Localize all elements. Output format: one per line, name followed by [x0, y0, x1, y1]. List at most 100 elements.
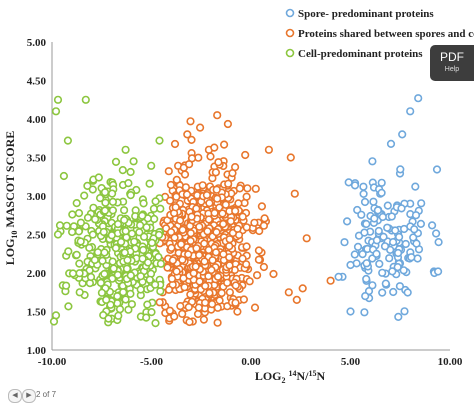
- data-point: [212, 228, 221, 237]
- data-point: [397, 204, 406, 213]
- data-point: [213, 111, 222, 120]
- legend-label: Spore- predominant proteins: [298, 8, 434, 20]
- data-point: [389, 287, 398, 297]
- data-point: [231, 298, 240, 307]
- data-point: [147, 238, 157, 247]
- data-point: [123, 256, 132, 265]
- data-point: [147, 161, 156, 170]
- data-point: [74, 209, 84, 218]
- data-point: [139, 199, 148, 208]
- y-tick-label: 5.00: [27, 37, 47, 49]
- data-point: [100, 206, 110, 215]
- data-point: [187, 212, 196, 221]
- data-point: [412, 239, 421, 248]
- data-point: [428, 221, 437, 230]
- y-axis-title: LOG10 MASCOT SCORE: [3, 131, 19, 265]
- data-point: [377, 178, 386, 187]
- data-point: [259, 221, 269, 230]
- data-point: [126, 191, 135, 200]
- data-point: [81, 95, 90, 104]
- help-label[interactable]: Help: [444, 66, 460, 73]
- data-point: [269, 269, 278, 279]
- data-point: [344, 178, 353, 187]
- data-point: [151, 197, 160, 206]
- data-point: [172, 267, 181, 276]
- data-point: [94, 173, 103, 182]
- data-point: [165, 306, 174, 315]
- data-point: [140, 232, 149, 241]
- next-page-icon[interactable]: ▶: [22, 389, 36, 403]
- data-point: [129, 157, 138, 166]
- data-point: [186, 290, 195, 299]
- data-point: [53, 95, 63, 104]
- data-point: [172, 175, 181, 184]
- data-point: [166, 196, 175, 205]
- y-tick-label: 2.00: [27, 268, 47, 280]
- data-point: [59, 171, 69, 181]
- data-point: [51, 107, 61, 116]
- y-tick-label: 4.00: [27, 114, 47, 126]
- data-point: [83, 181, 92, 190]
- x-tick-label: -10.00: [38, 356, 67, 368]
- prev-page-icon[interactable]: ◀: [8, 389, 22, 403]
- data-point: [378, 288, 387, 297]
- data-point: [199, 315, 208, 324]
- data-point: [233, 224, 242, 233]
- data-point: [138, 211, 147, 220]
- data-point: [360, 197, 370, 207]
- y-tick-label: 1.50: [27, 307, 47, 319]
- data-point: [99, 227, 108, 237]
- data-point: [167, 228, 176, 237]
- data-point: [176, 216, 185, 225]
- data-point: [238, 254, 247, 263]
- data-point: [255, 226, 264, 236]
- legend-label: Cell-predominant proteins: [298, 48, 423, 60]
- data-point: [259, 262, 269, 272]
- data-point: [223, 278, 232, 287]
- data-point: [195, 222, 204, 231]
- data-point: [393, 263, 402, 272]
- data-point: [361, 292, 370, 301]
- data-point: [238, 212, 247, 221]
- data-point: [381, 279, 390, 288]
- data-point: [116, 237, 126, 247]
- data-point: [400, 307, 409, 316]
- data-point: [136, 272, 145, 281]
- data-point: [203, 227, 212, 236]
- data-point: [343, 217, 352, 226]
- data-point: [226, 217, 235, 226]
- data-point: [130, 237, 139, 246]
- data-point: [353, 242, 363, 251]
- pdf-badge[interactable]: PDF Help: [430, 45, 474, 81]
- data-point: [55, 221, 65, 230]
- data-point: [170, 233, 179, 242]
- data-point: [211, 248, 221, 257]
- data-point: [101, 198, 110, 207]
- data-point: [143, 300, 152, 309]
- data-point: [63, 136, 72, 145]
- legend-marker: [285, 28, 295, 38]
- data-point: [164, 285, 174, 294]
- data-point: [387, 212, 396, 221]
- data-point: [254, 246, 263, 255]
- data-point: [205, 199, 214, 208]
- data-point: [235, 184, 244, 193]
- data-point: [168, 256, 177, 265]
- data-point: [434, 267, 443, 276]
- data-point: [119, 206, 129, 215]
- data-point: [201, 281, 210, 291]
- data-point: [176, 302, 185, 311]
- data-point: [189, 269, 198, 278]
- data-point: [100, 248, 109, 257]
- data-point: [211, 168, 220, 177]
- data-point: [224, 179, 233, 188]
- data-point: [192, 244, 201, 253]
- data-point: [205, 288, 214, 298]
- viewer-toolbar: ◀ ▶ 2 of 7: [0, 385, 474, 405]
- data-point: [395, 282, 405, 291]
- data-point: [180, 170, 190, 179]
- data-point: [93, 248, 102, 257]
- data-point: [200, 257, 209, 266]
- legend-marker: [285, 8, 295, 18]
